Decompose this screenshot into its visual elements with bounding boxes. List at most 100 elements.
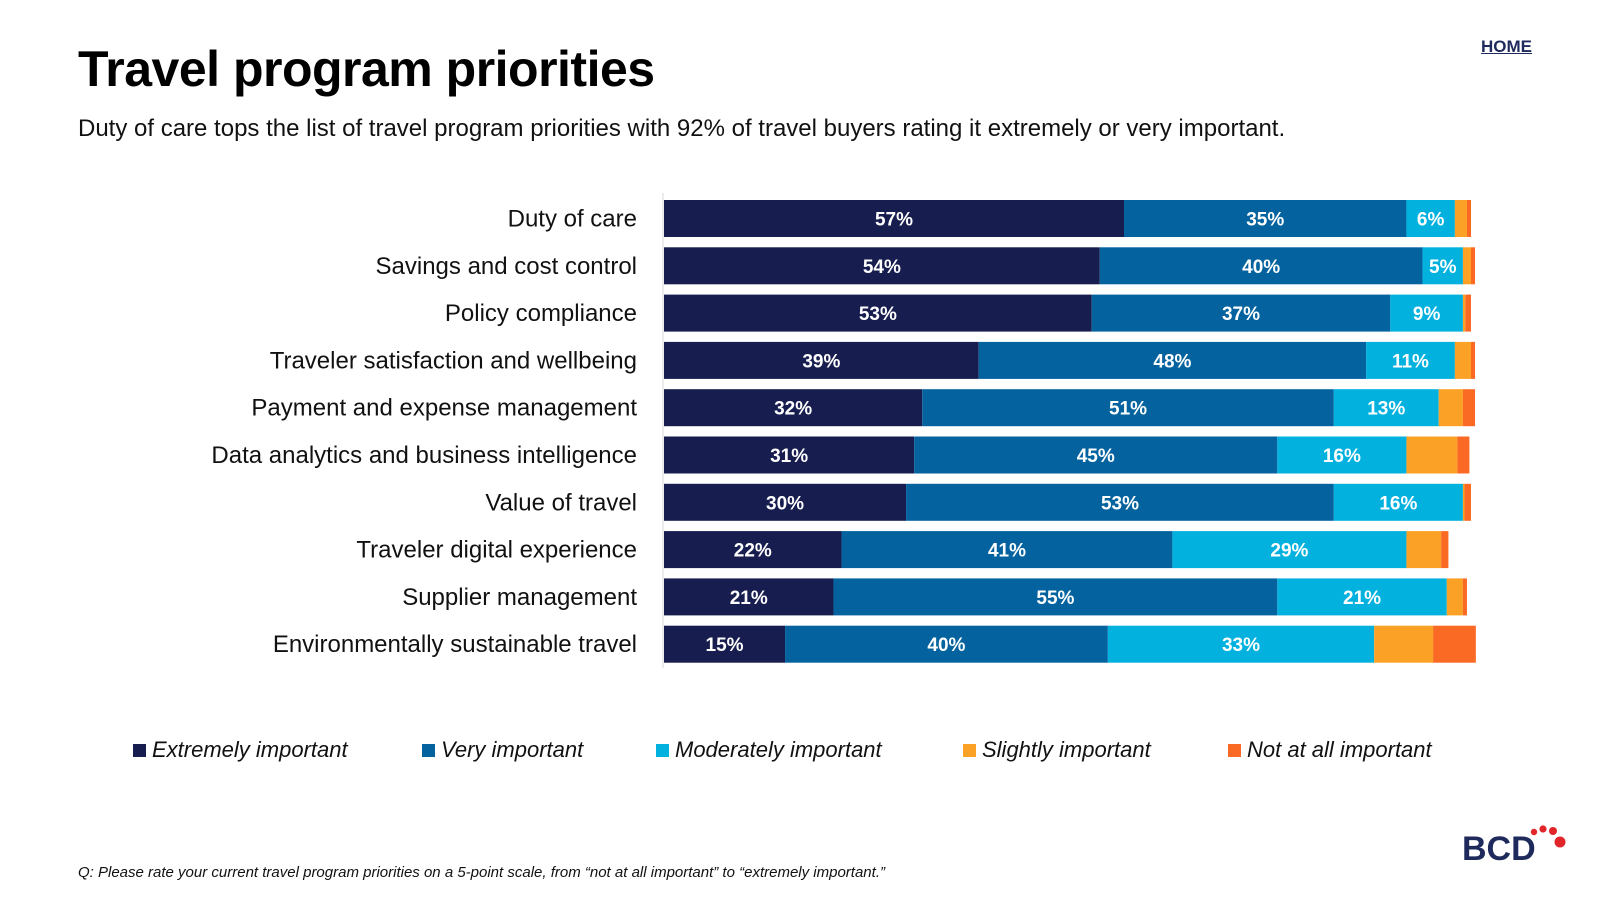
bar-segment (1471, 341, 1476, 379)
bar-segment (1099, 247, 1423, 285)
logo-text: BCD (1462, 830, 1536, 868)
data-label: 16% (1323, 446, 1361, 467)
data-label: 29% (1270, 541, 1308, 562)
data-label: 45% (1077, 446, 1115, 467)
bar-segment (1390, 294, 1463, 332)
bar-segment (1462, 247, 1471, 285)
category-label: Traveler digital experience (356, 537, 637, 564)
home-link[interactable]: HOME (1481, 37, 1532, 56)
data-label: 30% (766, 493, 804, 514)
legend-label: Moderately important (675, 737, 882, 762)
legend-swatch (422, 743, 435, 757)
page-title: Travel program priorities (78, 41, 655, 97)
legend-label: Extremely important (152, 737, 348, 762)
logo-dot (1539, 825, 1547, 833)
chart-legend: Extremely important Very important Moderat… (133, 737, 1493, 767)
bar-segment (1107, 625, 1375, 663)
data-label: 21% (730, 588, 768, 609)
category-label: Value of travel (485, 489, 637, 516)
survey-question-footnote: Q: Please rate your current travel progr… (78, 864, 885, 881)
bar-segment (1406, 200, 1455, 237)
data-label: 48% (1153, 351, 1191, 372)
data-label: 41% (988, 541, 1026, 562)
bar-segment (664, 389, 923, 427)
bar-segment (1374, 625, 1434, 663)
bar-segment (1464, 483, 1471, 521)
legend-item: Moderately important (656, 737, 882, 763)
data-label: 39% (802, 351, 840, 372)
legend-swatch (133, 743, 146, 757)
bar-segment (1462, 483, 1465, 521)
category-label: Duty of care (508, 206, 637, 233)
bar-segment (1471, 247, 1476, 285)
bar-segment (1091, 294, 1391, 332)
bar-segment (1462, 294, 1466, 332)
category-label: Traveler satisfaction and wellbeing (270, 347, 637, 374)
bar-segment (841, 531, 1173, 569)
bar-segment (664, 483, 907, 521)
bar-segment (1406, 436, 1458, 474)
bar-segment (922, 389, 1334, 427)
bar-segment (1465, 294, 1471, 332)
data-label: 31% (770, 446, 808, 467)
legend-label: Not at all important (1247, 737, 1432, 762)
bar-segment (664, 247, 1100, 285)
data-label: 11% (1392, 351, 1429, 372)
legend-item: Extremely important (133, 737, 348, 763)
data-label: 55% (1036, 588, 1074, 609)
data-label: 53% (1101, 493, 1139, 514)
bar-segment (914, 436, 1278, 474)
legend-label: Very important (441, 737, 584, 762)
bar-segment (1123, 200, 1407, 237)
bar-segment (1277, 436, 1407, 474)
bar-segment (785, 625, 1108, 663)
category-label: Environmentally sustainable travel (273, 631, 637, 658)
data-label: 13% (1367, 399, 1405, 420)
bar-segment (664, 625, 786, 663)
legend-swatch (1228, 743, 1241, 757)
legend-item: Not at all important (1228, 737, 1432, 763)
data-label: 21% (1343, 588, 1381, 609)
legend-swatch (963, 743, 976, 757)
bar-segment (1422, 247, 1463, 285)
logo-dot (1530, 828, 1538, 836)
category-label: Payment and expense management (251, 395, 637, 422)
bar-segment (1462, 578, 1467, 616)
data-label: 6% (1417, 210, 1445, 231)
bar-segment (833, 578, 1278, 616)
data-label: 35% (1246, 210, 1284, 231)
bar-segment (978, 341, 1367, 379)
category-label: Data analytics and business intelligence (211, 442, 637, 469)
bar-segment (1457, 436, 1470, 474)
bar-segment (1454, 341, 1471, 379)
bar-segment (1441, 531, 1449, 569)
logo-dot (1549, 827, 1557, 835)
bar-segment (664, 294, 1092, 332)
bar-segment (1462, 389, 1476, 427)
page-subtitle: Duty of care tops the list of travel pro… (78, 115, 1286, 142)
stacked-bar-chart: Duty of care 57% 35% 6% Savings and cost con… (211, 193, 1476, 668)
bar-segment (1438, 389, 1463, 427)
bar-segment (1333, 389, 1439, 427)
data-label: 40% (927, 635, 965, 656)
legend-label: Slightly important (982, 737, 1151, 762)
bar-segment (1277, 578, 1447, 616)
data-label: 40% (1242, 257, 1280, 278)
bar-segment (906, 483, 1334, 521)
legend-item: Very important (422, 737, 583, 763)
bar-segment (1406, 531, 1442, 569)
category-label: Savings and cost control (376, 253, 637, 280)
category-label: Policy compliance (445, 300, 637, 327)
bar-segment (1433, 625, 1476, 663)
category-label: Supplier management (402, 584, 637, 611)
bar-segment (1454, 200, 1467, 237)
legend-swatch (656, 743, 669, 757)
data-label: 33% (1222, 635, 1260, 656)
bar-segment (1333, 483, 1463, 521)
legend-item: Slightly important (963, 737, 1151, 763)
bar-segment (664, 436, 915, 474)
data-label: 22% (734, 541, 772, 562)
data-label: 9% (1413, 304, 1441, 325)
data-label: 16% (1379, 493, 1417, 514)
bar-segment (664, 341, 979, 379)
